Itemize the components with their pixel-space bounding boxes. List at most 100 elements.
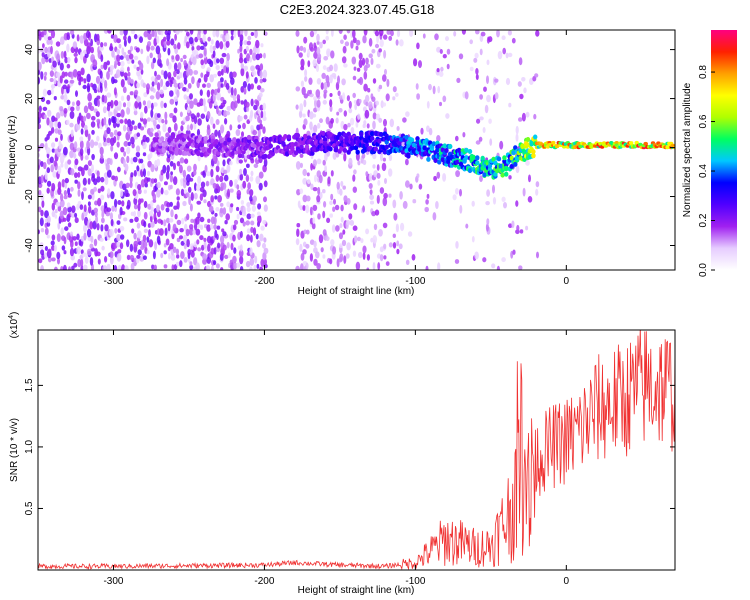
heatmap-cell: [169, 174, 174, 183]
heatmap-cell: [216, 233, 219, 240]
heatmap-cell: [254, 77, 258, 84]
heatmap-cell: [86, 42, 92, 51]
heatmap-cell: [136, 66, 140, 71]
heatmap-cell: [353, 169, 357, 175]
heatmap-cell: [215, 165, 220, 173]
heatmap-cell: [368, 173, 373, 182]
heatmap-cell: [263, 110, 267, 119]
heatmap-cell: [365, 101, 369, 107]
heatmap-cell: [395, 39, 399, 46]
heatmap-ridge-cell: [299, 144, 304, 150]
heatmap-cell: [79, 148, 84, 156]
heatmap-ridge-cell: [304, 144, 310, 150]
heatmap-cell: [53, 244, 58, 252]
heatmap-cell: [116, 253, 122, 262]
heatmap-cell: [79, 140, 84, 150]
heatmap-cell: [74, 212, 78, 218]
heatmap-cell: [137, 249, 142, 256]
heatmap-cell: [119, 119, 124, 124]
y-tick-label: 20: [24, 93, 35, 105]
heatmap-cell: [150, 220, 155, 228]
heatmap-cell: [236, 262, 241, 268]
heatmap-cell: [106, 71, 110, 80]
heatmap-cell: [51, 148, 55, 153]
heatmap-cell: [166, 156, 171, 163]
heatmap-ridge-cell: [531, 153, 536, 159]
heatmap-cell: [173, 205, 178, 210]
heatmap-cell: [176, 196, 180, 201]
heatmap-cell: [43, 114, 47, 119]
heatmap-cell: [69, 150, 74, 159]
heatmap-cell: [95, 215, 99, 224]
heatmap-cell: [169, 160, 174, 167]
heatmap-cell: [411, 253, 416, 261]
heatmap-cell: [38, 206, 42, 213]
heatmap-cell: [153, 37, 158, 47]
heatmap-cell: [263, 196, 267, 203]
heatmap-cell: [320, 82, 324, 90]
heatmap-cell: [339, 188, 343, 196]
heatmap-cell: [156, 204, 160, 213]
heatmap-cell: [247, 182, 252, 190]
heatmap-cell: [321, 72, 327, 79]
heatmap-cell: [163, 70, 168, 80]
heatmap-cell: [372, 164, 376, 169]
heatmap-cell: [405, 158, 409, 166]
heatmap-cell: [99, 45, 104, 51]
heatmap-cell: [518, 265, 523, 270]
heatmap-cell: [56, 150, 61, 158]
heatmap-cell: [338, 108, 343, 113]
heatmap-cell: [350, 127, 355, 134]
heatmap-cell: [315, 251, 320, 259]
heatmap-cell: [475, 140, 481, 145]
heatmap-cell: [137, 230, 142, 239]
heatmap-cell: [303, 47, 307, 53]
heatmap-cell: [383, 34, 388, 40]
colorbar-tick-label: 0.4: [698, 164, 709, 178]
heatmap-cell: [348, 213, 353, 220]
heatmap-cell: [365, 57, 369, 65]
heatmap-cell: [258, 182, 263, 191]
heatmap-cell: [365, 94, 370, 103]
heatmap-cell: [379, 187, 385, 194]
heatmap-cell: [109, 158, 113, 166]
heatmap-cell: [52, 60, 57, 68]
heatmap-cell: [123, 217, 128, 222]
heatmap-cell: [353, 203, 358, 211]
heatmap-cell: [307, 60, 311, 68]
heatmap-cell: [332, 246, 337, 255]
heatmap-cell: [147, 30, 151, 34]
heatmap-cell: [453, 31, 457, 37]
heatmap-cell: [462, 132, 466, 138]
heatmap-cell: [347, 122, 351, 128]
heatmap-cell: [368, 53, 373, 59]
heatmap-cell: [117, 264, 122, 270]
heatmap-cell: [256, 46, 260, 54]
heatmap-cell: [298, 52, 303, 58]
heatmap-ridge-cell: [634, 140, 639, 145]
heatmap-cell: [83, 204, 87, 212]
heatmap-ridge-cell: [404, 134, 409, 140]
heatmap-cell: [110, 99, 114, 109]
heatmap-cell: [122, 183, 127, 191]
heatmap-cell: [123, 51, 127, 59]
heatmap-cell: [91, 172, 95, 179]
heatmap-cell: [235, 129, 241, 137]
heatmap-cell: [44, 210, 49, 219]
heatmap-cell: [226, 188, 231, 198]
heatmap-cell: [91, 153, 95, 161]
heatmap-cell: [516, 224, 520, 232]
heatmap-cell: [150, 178, 155, 184]
heatmap-cell: [134, 89, 139, 96]
heatmap-cell: [165, 217, 171, 224]
heatmap-cell: [203, 105, 207, 113]
heatmap-cell: [63, 195, 68, 200]
heatmap-cell: [486, 218, 490, 226]
heatmap-ridge-cell: [350, 145, 355, 151]
heatmap-cell: [239, 173, 244, 181]
heatmap-cell: [127, 71, 131, 77]
heatmap-ridge-cell: [511, 150, 516, 156]
heatmap-cell: [120, 189, 124, 197]
heatmap-cell: [63, 236, 67, 245]
heatmap-cell: [160, 78, 164, 88]
